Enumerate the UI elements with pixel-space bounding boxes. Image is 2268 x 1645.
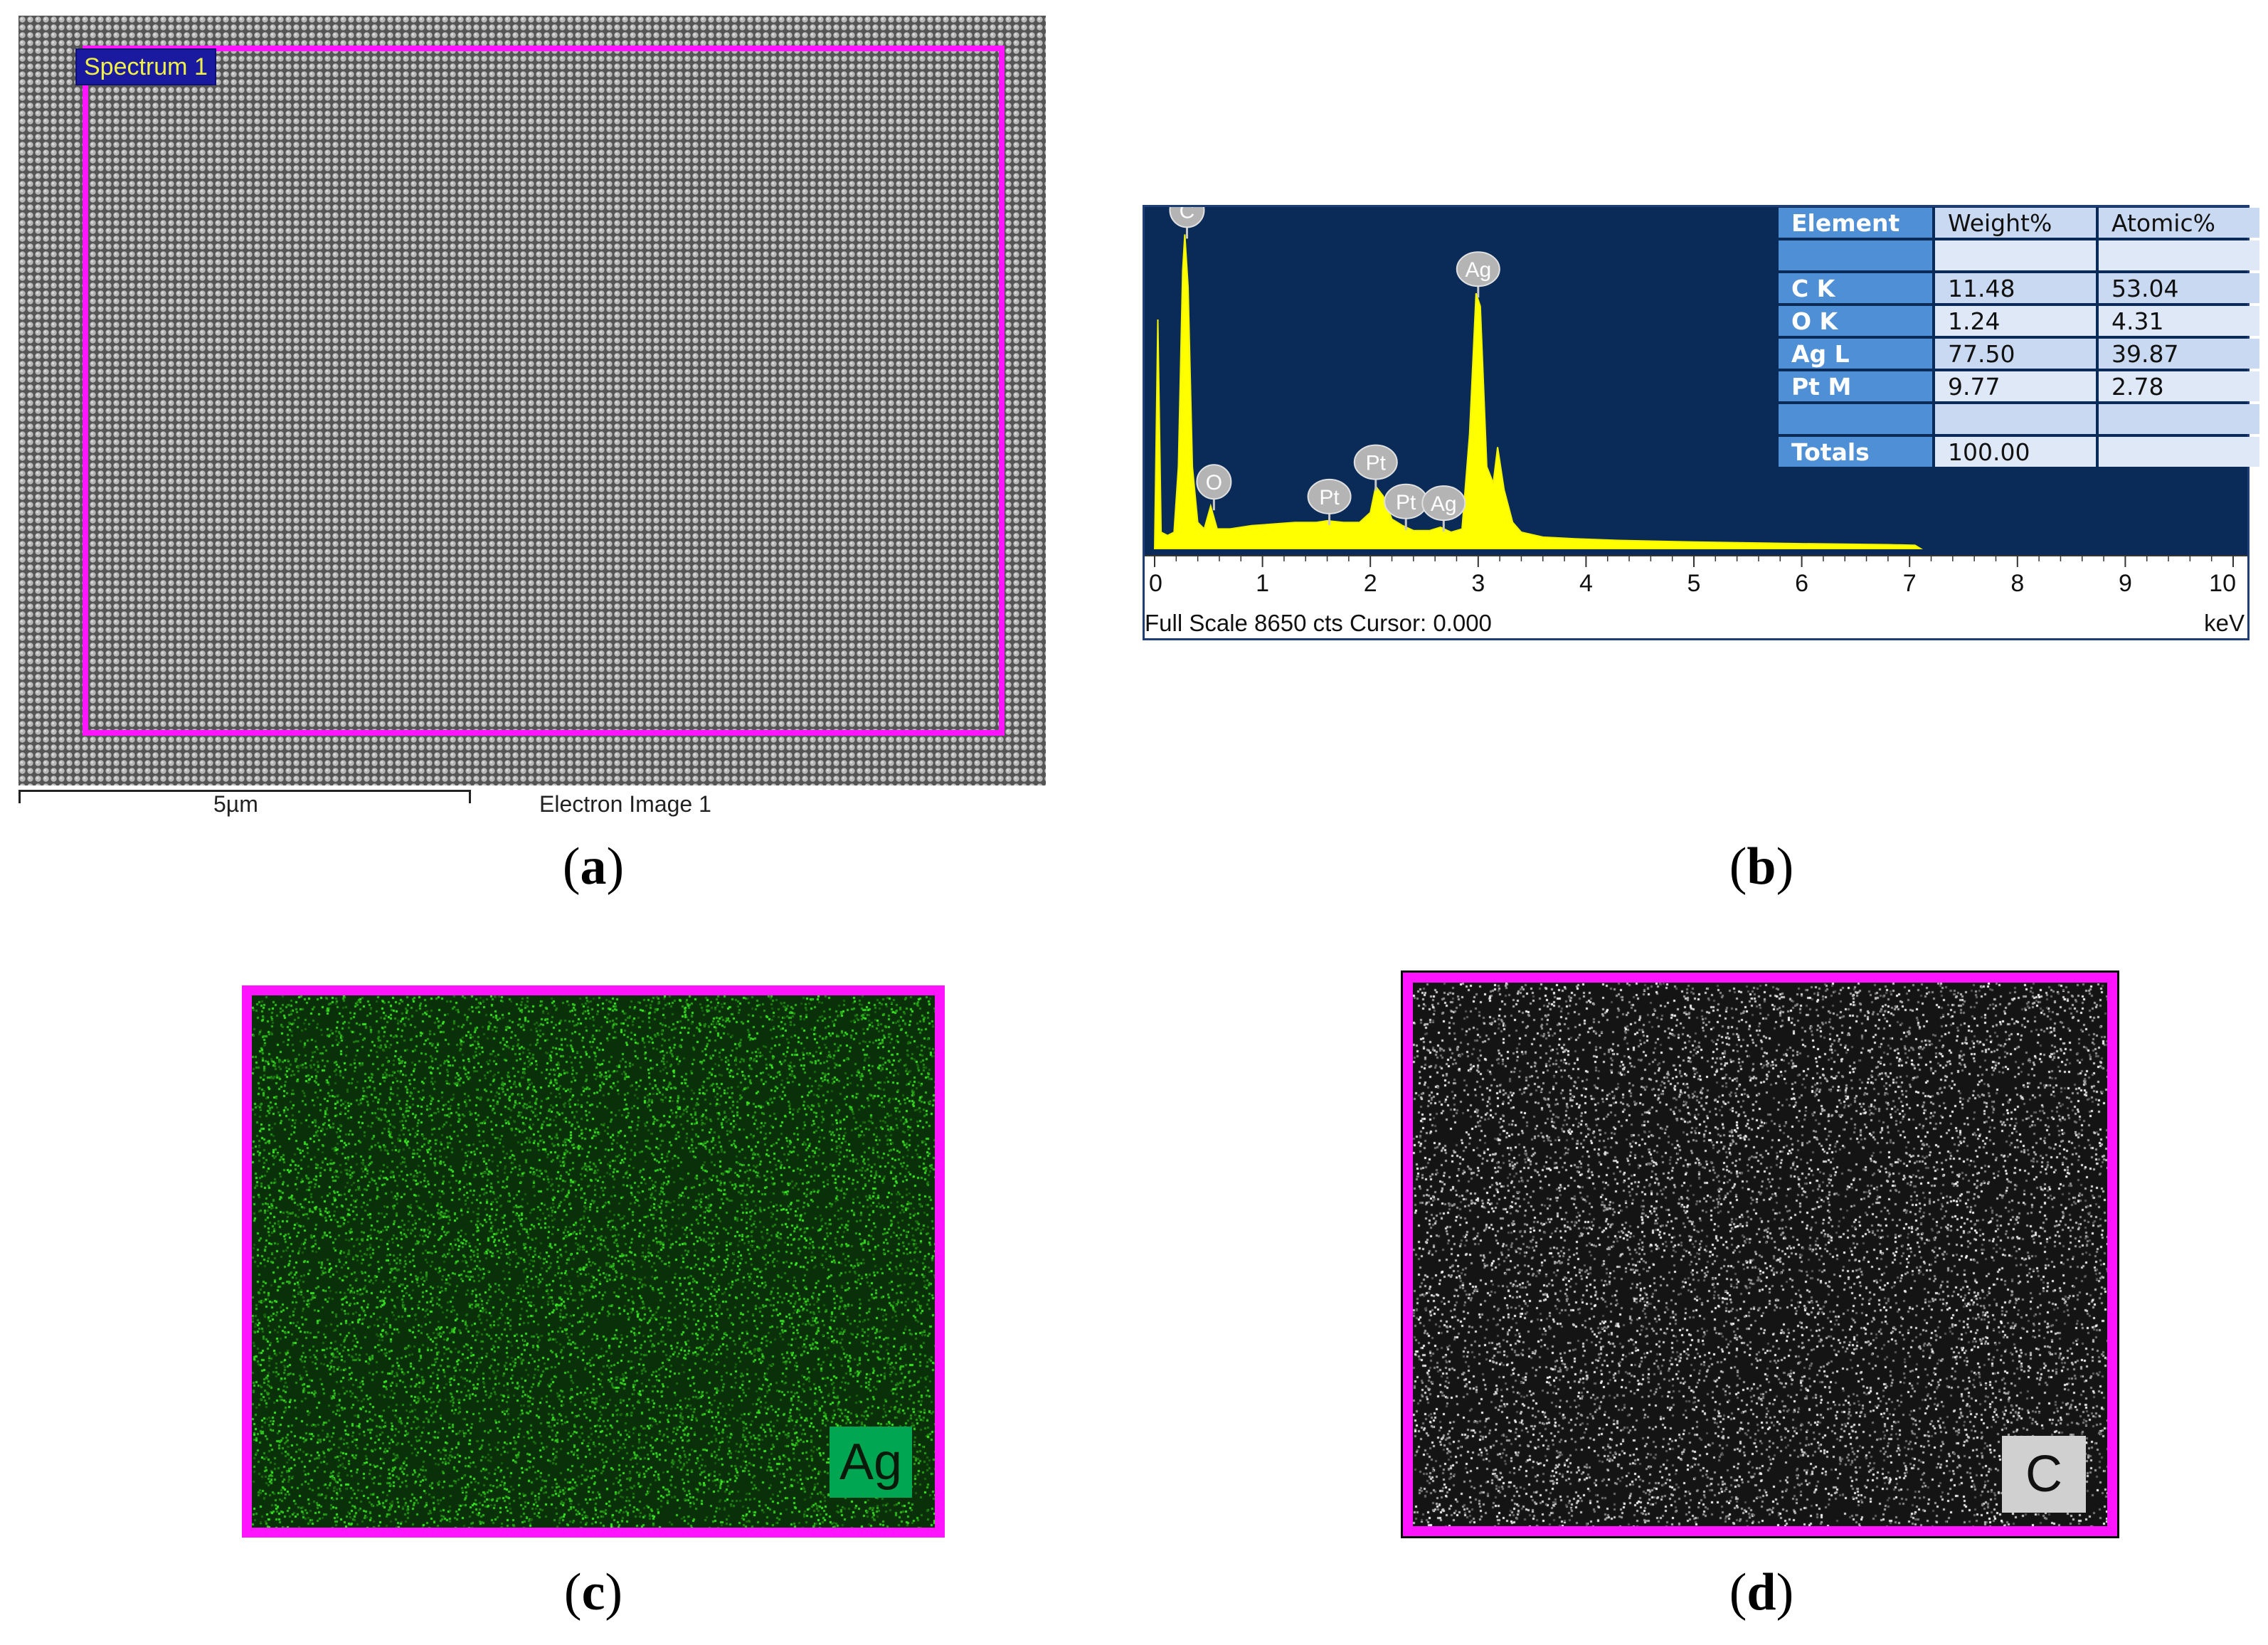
svg-text:Pt: Pt — [1396, 491, 1416, 514]
spectrum-region-frame — [83, 46, 1005, 736]
peak-label-pt: Pt — [1353, 444, 1398, 491]
x-tick-label: 1 — [1256, 570, 1269, 597]
table-cell: 100.00 — [1935, 437, 2096, 467]
table-cell — [1779, 240, 1932, 270]
table-header-element: Element — [1779, 208, 1932, 238]
c-element-tag: C — [2002, 1436, 2086, 1513]
x-tick-label: 7 — [1903, 570, 1917, 597]
panel-label-c: (c) — [563, 1563, 623, 1622]
peak-label-c: C — [1169, 207, 1205, 239]
table-cell: 9.77 — [1935, 371, 2096, 401]
svg-text:Pt: Pt — [1366, 452, 1387, 475]
peak-label-ag: Ag — [1421, 485, 1466, 532]
scale-bar-label: 5µm — [213, 791, 258, 817]
table-cell: O K — [1779, 306, 1932, 336]
x-tick-label: 3 — [1471, 570, 1485, 597]
x-tick-label: 8 — [2010, 570, 2024, 597]
table-cell: Ag L — [1779, 339, 1932, 369]
table-cell: 11.48 — [1935, 273, 2096, 303]
x-tick-label: 0 — [1149, 570, 1162, 597]
table-cell: 1.24 — [1935, 306, 2096, 336]
peak-label-pt: Pt — [1384, 483, 1429, 530]
ag-element-tag: Ag — [830, 1427, 912, 1498]
sem-electron-image — [18, 16, 1046, 786]
peak-label-o: O — [1196, 464, 1232, 511]
peak-label-pt: Pt — [1307, 478, 1352, 525]
table-row: O K 1.24 4.31 — [1779, 306, 2259, 336]
element-composition-table: Element Weight% Atomic% C K 11.48 53.04 … — [1776, 205, 2262, 470]
svg-text:Ag: Ag — [1465, 258, 1491, 282]
table-cell: 53.04 — [2099, 273, 2259, 303]
panel-label-d: (d) — [1729, 1563, 1794, 1622]
svg-text:Ag: Ag — [1431, 492, 1457, 516]
spectrum-label: Spectrum 1 — [75, 48, 216, 85]
spectrum-trace — [1153, 234, 1923, 549]
ag-map-noise — [252, 995, 935, 1528]
c-map-noise — [1413, 983, 2107, 1526]
table-cell — [2099, 240, 2259, 270]
table-row: Pt M 9.77 2.78 — [1779, 371, 2259, 401]
full-scale-text: Full Scale 8650 cts Cursor: 0.000 — [1145, 610, 1492, 636]
x-tick-label: 6 — [1795, 570, 1808, 597]
peak-label-ag: Ag — [1456, 251, 1500, 298]
c-element-map — [1401, 970, 2119, 1538]
table-cell: Totals — [1779, 437, 1932, 467]
table-header-row: Element Weight% Atomic% — [1779, 208, 2259, 238]
x-unit-label: keV — [2204, 610, 2245, 636]
panel-label-a: (a) — [562, 837, 625, 896]
scale-bar — [18, 790, 471, 803]
sem-particle-texture — [18, 16, 1046, 786]
svg-text:Pt: Pt — [1319, 486, 1340, 509]
ag-element-map — [242, 985, 945, 1538]
svg-text:O: O — [1206, 471, 1222, 494]
table-cell: 77.50 — [1935, 339, 2096, 369]
table-row: Ag L 77.50 39.87 — [1779, 339, 2259, 369]
x-tick-label: 2 — [1364, 570, 1377, 597]
panel-label-b: (b) — [1729, 837, 1794, 896]
image-caption: Electron Image 1 — [539, 791, 711, 817]
table-cell: C K — [1779, 273, 1932, 303]
table-row: Totals 100.00 — [1779, 437, 2259, 467]
table-header-weight: Weight% — [1935, 208, 2096, 238]
x-tick-label: 4 — [1579, 570, 1593, 597]
table-cell: Pt M — [1779, 371, 1932, 401]
table-row: C K 11.48 53.04 — [1779, 273, 2259, 303]
x-tick-label: 9 — [2119, 570, 2132, 597]
table-cell — [1935, 240, 2096, 270]
svg-text:C: C — [1180, 207, 1195, 223]
x-tick-label: 5 — [1687, 570, 1701, 597]
table-row — [1779, 240, 2259, 270]
table-cell: 39.87 — [2099, 339, 2259, 369]
table-cell: 2.78 — [2099, 371, 2259, 401]
table-cell — [2099, 404, 2259, 434]
table-cell — [2099, 437, 2259, 467]
table-cell: 4.31 — [2099, 306, 2259, 336]
table-header-atomic: Atomic% — [2099, 208, 2259, 238]
table-cell — [1935, 404, 2096, 434]
table-cell — [1779, 404, 1932, 434]
x-tick-label: 10 — [2209, 570, 2236, 597]
table-row — [1779, 404, 2259, 434]
